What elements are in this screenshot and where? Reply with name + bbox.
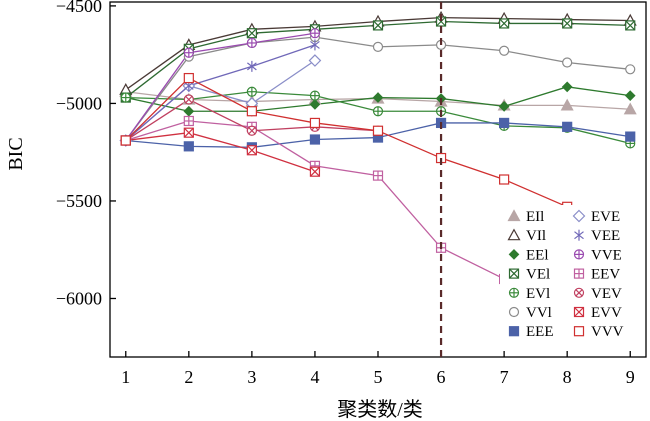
data-point-vvi <box>372 41 384 52</box>
x-tick-label: 8 <box>563 367 572 387</box>
legend-label: VEV <box>591 286 622 302</box>
series-line-vee <box>125 44 316 141</box>
data-point-vvi <box>562 57 573 68</box>
data-point-eei <box>498 101 510 112</box>
x-tick-label: 4 <box>310 367 319 387</box>
data-point-vve <box>246 37 257 49</box>
legend-marker-eee <box>508 326 520 337</box>
x-tick-label: 5 <box>374 367 383 387</box>
data-point-vvi <box>499 45 510 56</box>
data-point-vev <box>183 94 194 105</box>
legend-marker-vii <box>507 228 521 241</box>
data-point-eee <box>499 117 510 129</box>
data-point-evv <box>309 166 321 177</box>
series-line-evv <box>125 132 316 173</box>
data-point-eei <box>372 92 384 103</box>
data-point-eve <box>308 54 322 67</box>
data-point-vei <box>562 18 573 29</box>
legend-label: EIl <box>526 209 544 225</box>
legend-label: EEl <box>526 247 549 263</box>
data-point-vei <box>625 20 636 31</box>
series-markers <box>119 10 637 285</box>
legend-label: VVl <box>526 305 552 321</box>
legend-marker-vev <box>573 287 585 298</box>
data-point-vvv <box>372 125 384 136</box>
data-point-vei <box>499 18 510 29</box>
legend-label: EVV <box>591 305 622 321</box>
data-point-eei <box>561 81 573 93</box>
legend-label: VEl <box>526 267 550 283</box>
data-point-evv <box>246 145 257 156</box>
legend-label: EEE <box>526 324 554 340</box>
legend-background <box>500 205 644 344</box>
data-point-eii <box>560 98 574 111</box>
data-point-vve <box>309 28 321 39</box>
data-point-vei <box>246 28 257 39</box>
data-point-vvv <box>309 117 321 129</box>
data-point-eev <box>372 170 384 181</box>
axes: −6000 −5500 −5000 −4500 1 2 3 4 5 6 7 8 9 <box>56 0 647 387</box>
data-point-evi <box>372 106 384 117</box>
legend-label: EVl <box>526 286 550 302</box>
legend-marker-evi <box>508 287 520 298</box>
legend-label: VVE <box>591 247 622 263</box>
data-point-eev <box>183 115 194 127</box>
data-point-vvv <box>120 135 131 146</box>
legend-marker-vve <box>573 249 585 260</box>
legend-label: VVV <box>591 324 624 340</box>
data-point-eee <box>309 134 321 145</box>
data-point-vei <box>372 20 384 31</box>
data-point-vvv <box>499 174 510 185</box>
data-point-vvv <box>183 72 194 84</box>
legend-marker-eei <box>508 249 520 260</box>
y-tick-label: −5500 <box>56 191 102 211</box>
data-point-vee <box>247 60 257 72</box>
data-point-vve <box>183 47 194 58</box>
legend-marker-eve <box>572 209 586 223</box>
series-line-eev <box>125 120 505 280</box>
legend-marker-eii <box>507 209 521 222</box>
series-line-vve <box>125 32 316 141</box>
data-point-eii <box>623 102 637 115</box>
legend-marker-evv <box>573 306 585 318</box>
data-point-eei <box>183 105 195 117</box>
x-tick-label: 3 <box>247 367 256 387</box>
x-tick-label: 6 <box>437 367 446 387</box>
legend-label: VEE <box>591 228 620 244</box>
legend: EIl VIl EEl VEl EVl VVl EEE EVE VEE VVE EEV VEV EVV V… <box>500 205 644 344</box>
data-point-evi <box>309 90 321 101</box>
data-point-eee <box>625 131 636 142</box>
data-point-vvi <box>625 64 636 75</box>
legend-marker-vei <box>508 268 520 279</box>
data-point-eee <box>183 141 194 152</box>
series-line-vvv <box>125 77 568 208</box>
legend-label: EVE <box>591 209 620 225</box>
x-axis-title: 聚类数/类 <box>337 398 423 421</box>
data-point-eee <box>562 121 573 132</box>
legend-marker-vvi <box>508 306 520 318</box>
y-axis-title: BIC <box>5 137 27 170</box>
x-tick-label: 9 <box>626 367 635 387</box>
y-tick-label: −6000 <box>56 288 102 308</box>
data-point-eei <box>309 99 321 110</box>
data-point-vvv <box>246 106 257 117</box>
legend-label: EEV <box>591 267 620 283</box>
data-point-evi <box>120 92 131 103</box>
data-point-evv <box>183 127 194 138</box>
x-tick-label: 2 <box>184 367 193 387</box>
x-tick-label: 7 <box>500 367 509 387</box>
y-tick-label: −4500 <box>56 0 102 16</box>
legend-marker-eev <box>573 268 585 279</box>
data-point-vev <box>246 125 257 136</box>
x-tick-label: 1 <box>121 367 130 387</box>
data-point-eei <box>624 90 636 101</box>
legend-marker-vvv <box>573 326 585 337</box>
data-point-evi <box>246 86 257 97</box>
legend-label: VIl <box>526 228 546 244</box>
data-point-vee <box>310 39 320 51</box>
legend-marker-vee <box>574 229 584 241</box>
y-tick-label: −5000 <box>56 93 102 113</box>
